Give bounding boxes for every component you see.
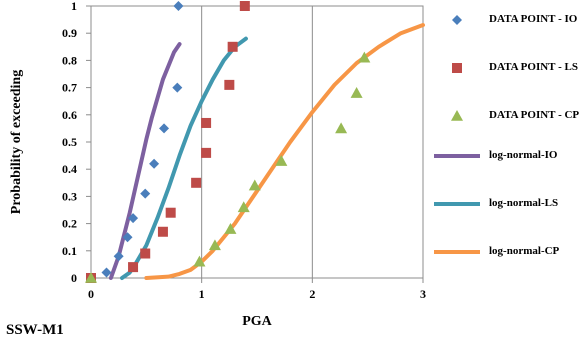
data-point-data-point-io [113,251,124,262]
legend-label: DATA POINT - LS [489,61,578,73]
data-point-data-point-io [149,158,160,169]
data-point-data-point-cp [275,155,288,166]
legend-marker-swatch [452,15,462,25]
data-point-data-point-ls [227,41,238,52]
data-point-data-point-cp [85,272,97,283]
legend-marker-log-normal-io [434,154,480,158]
data-point-data-point-cp [335,122,348,134]
x-tick-label: 1 [199,287,205,301]
data-point-data-point-ls [165,207,176,218]
legend-label: log-normal-CP [489,245,560,257]
y-tick-label: 0.2 [62,217,77,231]
legend-marker-swatch [452,63,462,73]
series-line-log-normal-io [108,42,182,280]
data-point-data-point-io [128,213,139,224]
legend-marker-swatch [451,110,463,121]
data-point-data-point-cp [248,179,261,191]
legend-marker-log-normal-cp [434,250,480,254]
y-tick-label: 0.1 [62,244,77,258]
data-point-data-point-ls [201,147,212,158]
data-point-data-point-cp [350,87,363,98]
x-tick-label: 2 [309,287,315,301]
data-point-data-point-cp [224,223,237,234]
x-tick-label: 0 [88,287,94,301]
y-tick-label: 0.3 [62,189,77,203]
legend-label: DATA POINT - CP [489,109,580,121]
data-point-data-point-ls [224,79,235,90]
data-point-data-point-io [140,188,151,199]
y-tick-label: 0 [71,271,77,285]
data-point-data-point-cp [237,201,250,213]
data-point-data-point-io [172,82,183,93]
data-point-data-point-ls [140,248,151,259]
data-point-data-point-cp [358,51,371,63]
legend-label: log-normal-LS [489,197,559,209]
y-tick-label: 0.5 [62,135,77,149]
y-tick-label: 1 [71,0,77,13]
chart-footer-label: SSW-M1 [6,322,64,338]
chart-legend: DATA POINT - IO DATA POINT - LS DATA POINT… [430,0,587,310]
series-line-log-normal-cp [144,23,425,280]
legend-marker-data-point-io [452,15,462,25]
y-tick-label: 0.7 [62,81,77,95]
y-tick-label: 0.9 [62,26,77,40]
x-axis-title: PGA [242,314,272,329]
data-point-data-point-ls [128,262,139,273]
x-tick-label: 3 [420,287,426,301]
y-tick-label: 0.4 [62,162,77,176]
y-axis-title: Probability of exceeding [9,70,24,214]
y-tick-label: 0.6 [62,108,77,122]
data-point-data-point-io [159,123,170,134]
data-point-data-point-io [101,267,112,278]
legend-marker-data-point-cp [451,110,463,121]
data-point-data-point-ls [201,117,212,128]
legend-label: DATA POINT - IO [489,13,578,25]
data-point-data-point-ls [191,177,202,188]
legend-label: log-normal-IO [489,149,558,161]
data-point-data-point-ls [239,1,250,11]
data-point-data-point-io [173,1,184,11]
legend-marker-log-normal-ls [434,202,480,206]
data-point-data-point-io [122,232,133,243]
data-point-data-point-cp [208,239,221,251]
data-point-data-point-ls [157,226,168,237]
legend-marker-data-point-ls [452,63,462,73]
y-tick-label: 0.8 [62,53,77,67]
data-point-data-point-cp [193,255,206,267]
plot-frame [90,5,424,279]
